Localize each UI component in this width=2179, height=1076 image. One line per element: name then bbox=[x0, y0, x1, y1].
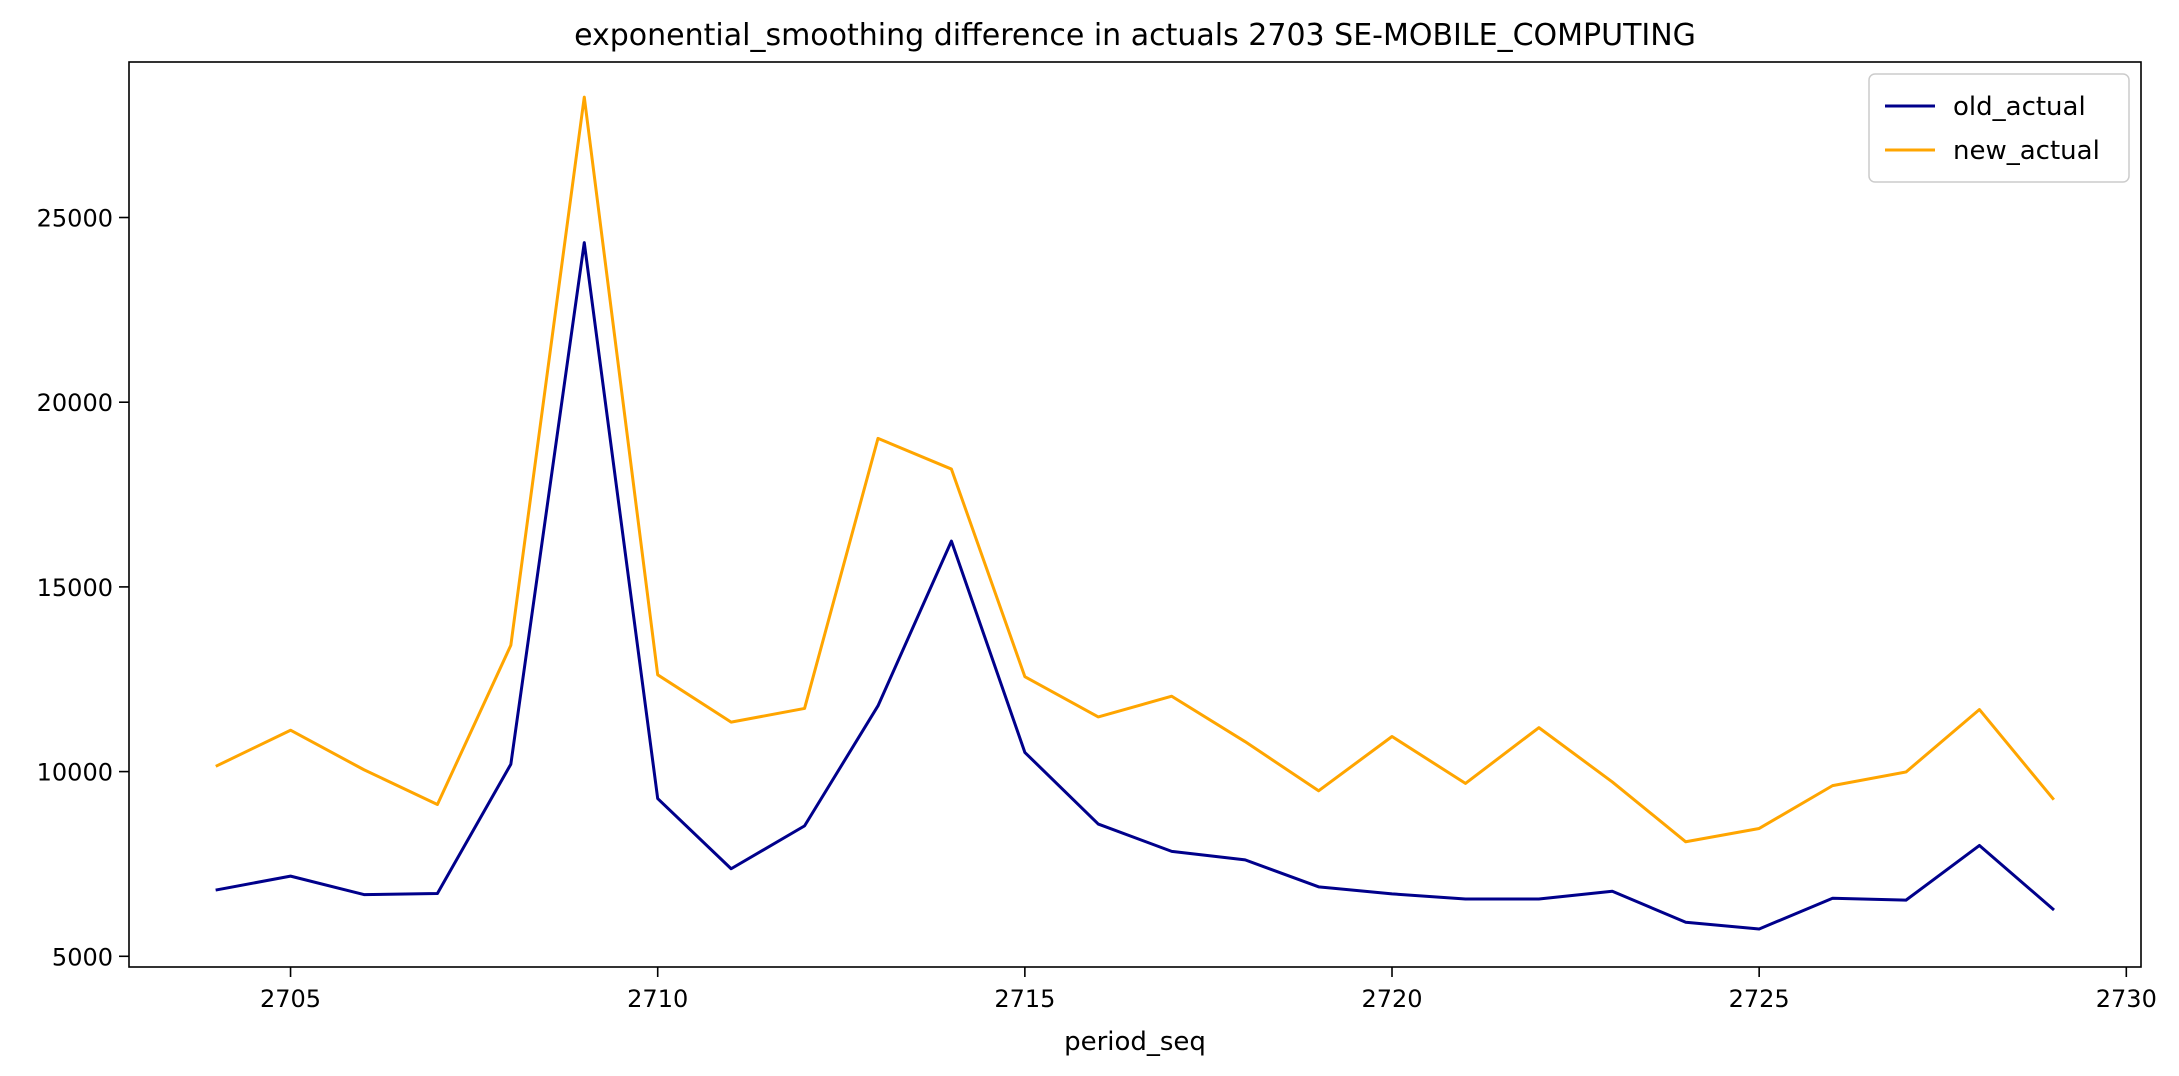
x-tick-label: 2715 bbox=[994, 985, 1055, 1013]
series-line-new-actual bbox=[215, 95, 2055, 844]
y-tick-label: 15000 bbox=[37, 574, 113, 602]
x-axis: 2705 2710 2715 2720 2725 2730 bbox=[260, 967, 2157, 1013]
x-tick-label: 2730 bbox=[2096, 985, 2157, 1013]
series-line-old-actual bbox=[215, 241, 2055, 931]
x-tick-label: 2720 bbox=[1361, 985, 1422, 1013]
legend-label: old_actual bbox=[1953, 92, 2086, 122]
legend-label: new_actual bbox=[1953, 136, 2100, 166]
y-axis: 5000 10000 15000 20000 25000 bbox=[37, 205, 129, 971]
y-tick-label: 25000 bbox=[37, 205, 113, 233]
y-tick-label: 20000 bbox=[37, 389, 113, 417]
y-tick-label: 10000 bbox=[37, 759, 113, 787]
chart-title: exponential_smoothing difference in actu… bbox=[574, 18, 1696, 53]
x-tick-label: 2705 bbox=[260, 985, 321, 1013]
plot-frame bbox=[128, 61, 2142, 968]
legend-box bbox=[1868, 73, 2130, 183]
legend: old_actual new_actual bbox=[1868, 73, 2130, 183]
y-tick-label: 5000 bbox=[52, 943, 113, 971]
x-axis-label: period_seq bbox=[1064, 1027, 1206, 1057]
series-lines bbox=[215, 95, 2055, 931]
x-tick-label: 2710 bbox=[627, 985, 688, 1013]
x-tick-label: 2725 bbox=[1729, 985, 1790, 1013]
